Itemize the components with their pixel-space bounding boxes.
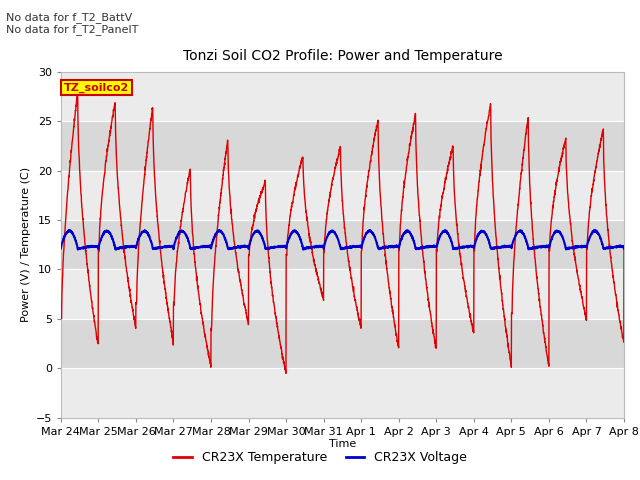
Text: No data for f_T2_BattV: No data for f_T2_BattV: [6, 12, 132, 23]
Title: Tonzi Soil CO2 Profile: Power and Temperature: Tonzi Soil CO2 Profile: Power and Temper…: [182, 48, 502, 62]
Bar: [61, 220, 624, 269]
Bar: [61, 121, 624, 171]
Bar: [61, 72, 624, 121]
Bar: [61, 171, 624, 220]
Bar: [61, 368, 624, 418]
Legend: CR23X Temperature, CR23X Voltage: CR23X Temperature, CR23X Voltage: [168, 446, 472, 469]
Bar: [61, 319, 624, 368]
Y-axis label: Power (V) / Temperature (C): Power (V) / Temperature (C): [21, 167, 31, 323]
X-axis label: Time: Time: [329, 439, 356, 449]
Text: TZ_soilco2: TZ_soilco2: [63, 83, 129, 93]
Bar: [61, 269, 624, 319]
Text: No data for f_T2_PanelT: No data for f_T2_PanelT: [6, 24, 139, 35]
